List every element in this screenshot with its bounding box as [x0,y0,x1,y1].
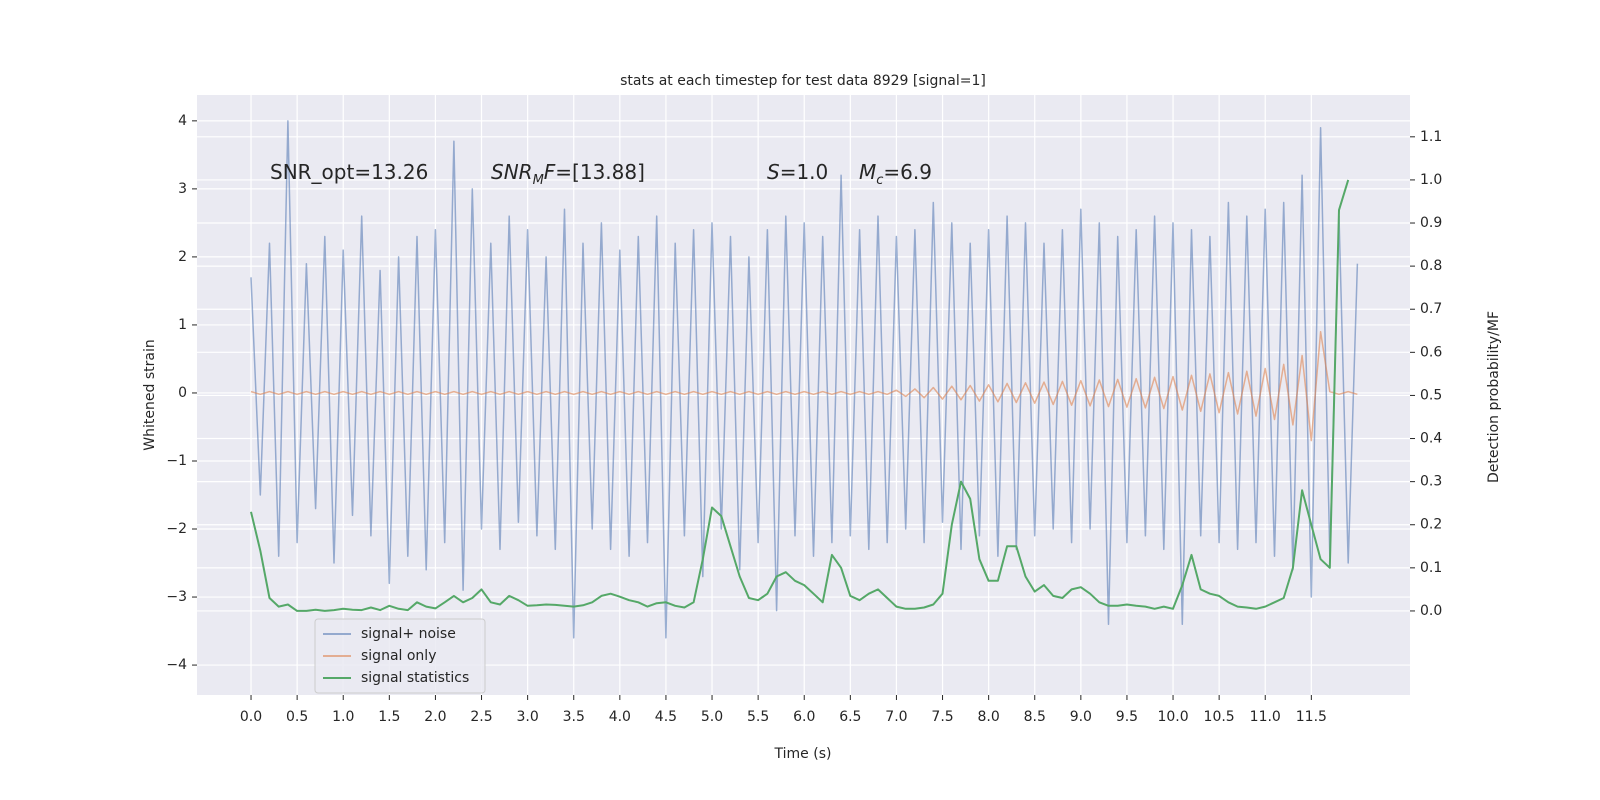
x-tick-label: 2.5 [470,709,492,725]
legend-label: signal+ noise [361,626,456,642]
x-tick-label: 7.5 [931,709,953,725]
x-tick-label: 0.0 [240,709,262,725]
y2-tick-label: 0.5 [1420,387,1442,403]
series-line [250,120,1359,639]
x-tick-label: 4.5 [655,709,677,725]
y-tick-label: 1 [178,317,187,333]
annotation-part: SNR [491,160,533,184]
y-tick-label: −4 [166,657,187,673]
annotation-part: F [544,160,556,184]
x-tick-label: 1.0 [332,709,354,725]
x-tick-label: 10.5 [1204,709,1235,725]
x-tick-label: 0.5 [286,709,308,725]
legend-box [314,618,486,694]
y2-axis-label: Detection probability/MF [1486,311,1502,483]
x-tick-label: 10.0 [1157,709,1188,725]
annotation-part: =6.9 [883,160,932,184]
chart-title: stats at each timestep for test data 892… [620,73,986,89]
x-tick-label: 1.5 [378,709,400,725]
annotation: S=1.0 [767,160,828,184]
y2-tick-label: 1.0 [1420,172,1442,188]
series-line [250,330,1358,442]
x-tick-label: 9.0 [1070,709,1092,725]
y2-tick-label: 0.0 [1420,603,1442,619]
legend-label: signal statistics [361,670,469,686]
y-tick-label: −3 [166,589,187,605]
y2-tick-label: 0.3 [1420,474,1442,490]
annotation-part: S [767,160,780,184]
annotation-part: =[13.88] [555,160,645,184]
y2-tick-label: 1.1 [1420,129,1442,145]
x-tick-label: 4.0 [609,709,631,725]
y2-tick-label: 0.4 [1420,431,1442,447]
x-tick-label: 5.5 [747,709,769,725]
x-tick-label: 8.0 [978,709,1000,725]
y2-tick-label: 0.8 [1420,258,1442,274]
x-tick-label: 5.0 [701,709,723,725]
y-tick-label: 0 [178,385,187,401]
y-tick-label: 3 [178,181,187,197]
x-tick-label: 11.0 [1250,709,1281,725]
y2-tick-label: 0.6 [1420,344,1442,360]
x-tick-label: 6.0 [793,709,815,725]
y2-tick-label: 0.9 [1420,215,1442,231]
x-tick-label: 3.5 [563,709,585,725]
x-tick-label: 7.0 [885,709,907,725]
legend-label: signal only [361,648,436,664]
annotation-part: c [876,173,883,188]
x-tick-label: 3.0 [517,709,539,725]
y-tick-label: 2 [178,249,187,265]
x-tick-label: 11.5 [1296,709,1327,725]
annotation-part: M [533,173,544,188]
annotation: Mc=6.9 [859,160,932,189]
y-tick-label: −1 [166,453,187,469]
x-tick-label: 2.0 [424,709,446,725]
x-tick-label: 9.5 [1116,709,1138,725]
annotation-part: M [859,160,876,184]
annotation: SNRMF=[13.88] [491,160,645,189]
y-axis-label: Whitened strain [142,339,158,450]
annotation-part: =1.0 [780,160,829,184]
annotation: SNR_opt=13.26 [270,160,428,184]
series-line [250,179,1350,612]
x-tick-label: 6.5 [839,709,861,725]
legend: signal+ noise signal only signal statistic… [314,618,486,694]
y2-tick-label: 0.1 [1420,560,1442,576]
y2-tick-label: 0.7 [1420,301,1442,317]
y-tick-label: −2 [166,521,187,537]
x-tick-label: 8.5 [1024,709,1046,725]
y2-tick-label: 0.2 [1420,517,1442,533]
annotation-part: SNR_opt=13.26 [270,160,428,184]
y-tick-label: 4 [178,113,187,129]
x-axis-label: Time (s) [774,746,832,762]
